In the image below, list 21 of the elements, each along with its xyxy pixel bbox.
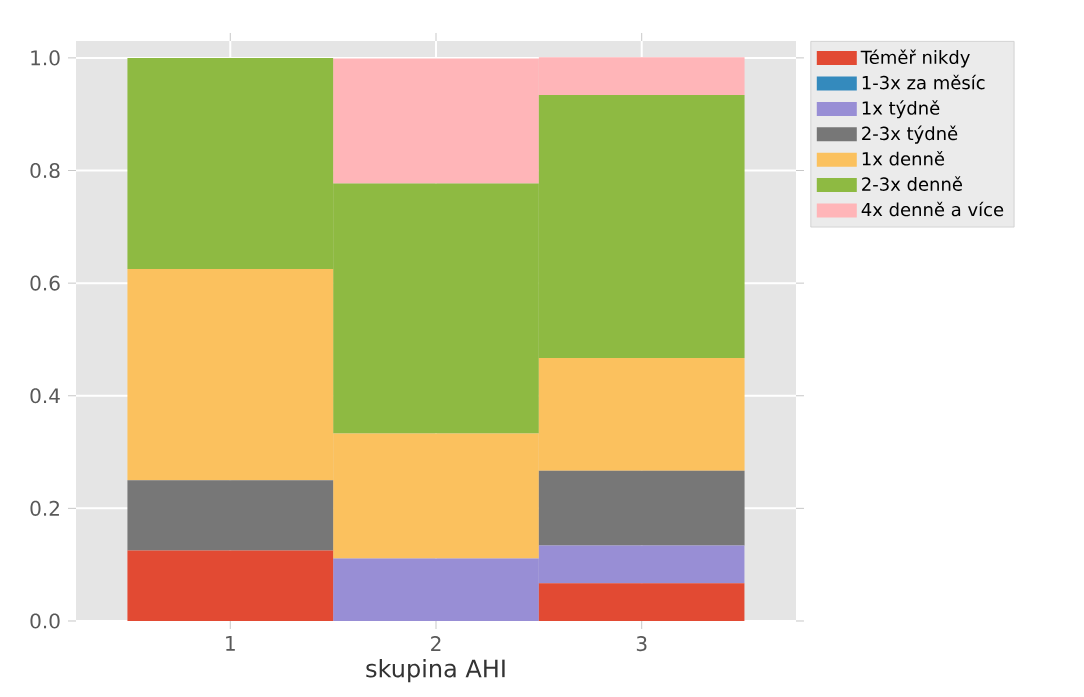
bar — [127, 480, 334, 551]
y-tick-label: 0.8 — [30, 162, 60, 179]
legend-label: 1x týdně — [862, 100, 940, 119]
y-tick-label: 0.4 — [30, 388, 60, 404]
legend-label: 2-3x denně — [862, 176, 962, 191]
legend-label: 2-3x týdně — [862, 125, 958, 144]
legend-label: 4x denně a více — [861, 201, 1004, 217]
bar — [127, 550, 334, 621]
legend-label: 1-3x za měsíc — [862, 74, 985, 90]
bar — [538, 470, 745, 546]
x-tick-label: 3 — [636, 636, 647, 652]
x-axis-title: skupina AHI — [366, 658, 505, 683]
y-tick-label: 0.0 — [30, 613, 60, 629]
y-tick-label: 0.6 — [30, 275, 60, 291]
bar — [538, 583, 745, 621]
y-tick-label: 1.0 — [31, 50, 60, 66]
x-tick-label: 2 — [431, 636, 441, 651]
y-tick-label: 0.2 — [30, 500, 59, 516]
legend-label: 1x denně — [862, 150, 945, 166]
x-tick-label: 1 — [226, 636, 235, 651]
legend-label: Téměř nikdy — [860, 49, 970, 68]
